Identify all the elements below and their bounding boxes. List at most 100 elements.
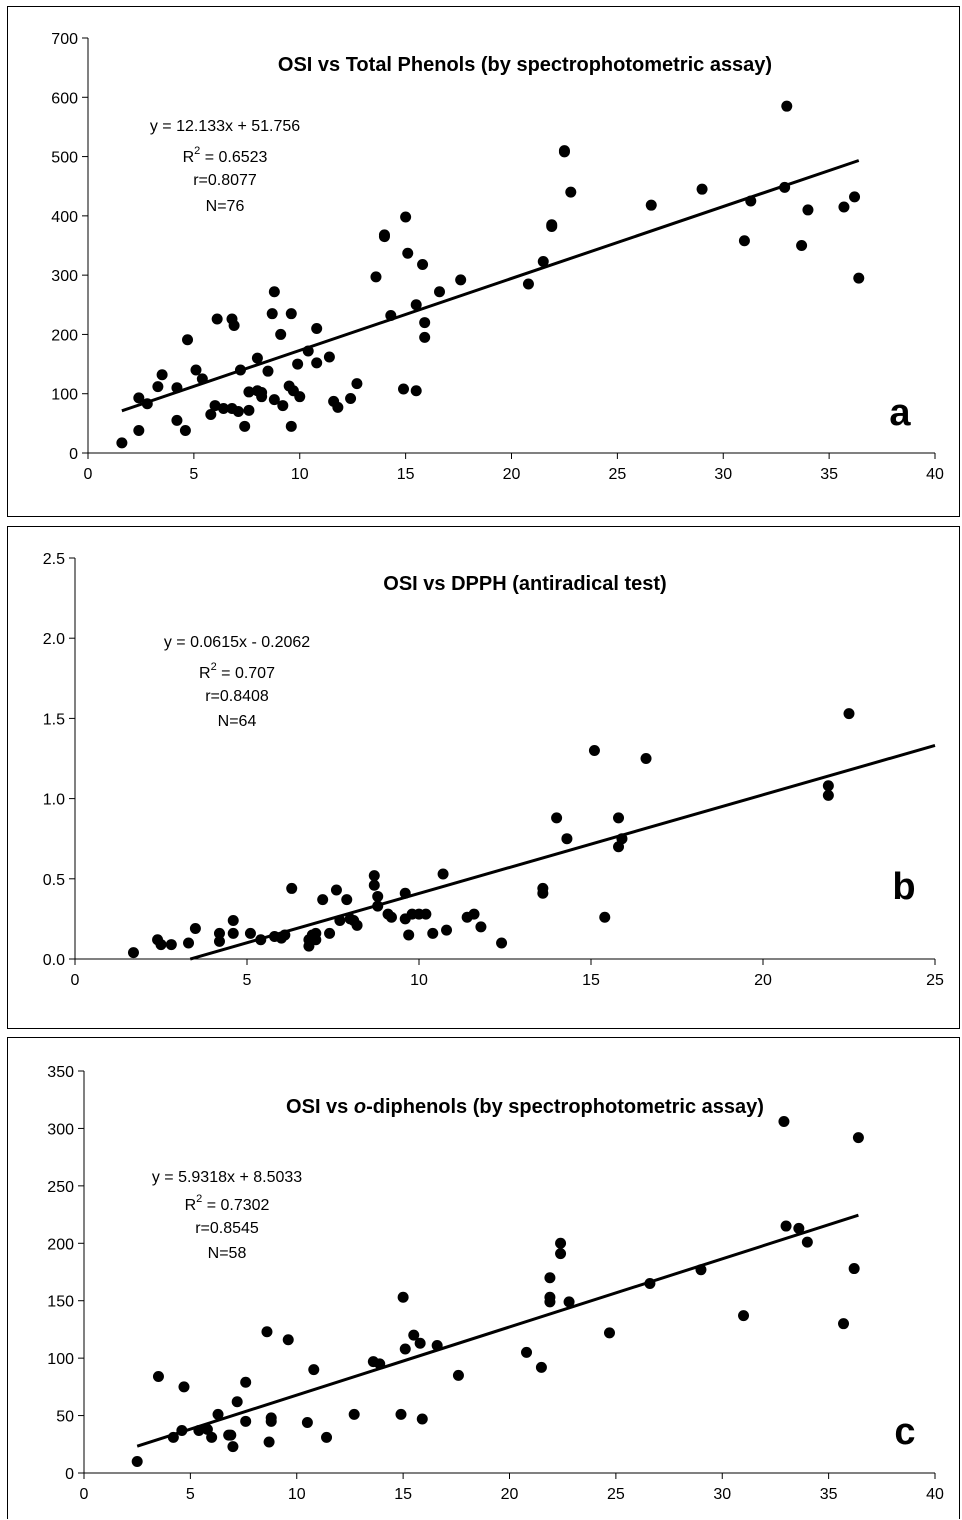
y-tick-label: 100	[47, 1351, 74, 1368]
data-point	[603, 1327, 615, 1339]
data-point	[351, 378, 363, 390]
data-point	[745, 195, 757, 207]
data-point	[256, 391, 268, 403]
data-point	[234, 364, 246, 376]
data-point	[303, 940, 315, 952]
data-point	[196, 373, 208, 385]
x-tick-label: 20	[503, 466, 521, 483]
data-point	[695, 1264, 707, 1276]
y-tick-label: 300	[47, 1121, 74, 1138]
data-point	[232, 406, 244, 417]
data-point	[324, 927, 336, 939]
data-point	[496, 937, 508, 949]
data-point	[645, 199, 657, 211]
data-point	[778, 1116, 790, 1128]
data-point	[613, 812, 625, 824]
y-tick-label: 500	[51, 150, 78, 167]
r-squared: R2 = 0.6523	[183, 145, 268, 166]
data-point	[263, 1436, 275, 1448]
data-point	[378, 231, 390, 243]
data-point	[852, 1132, 864, 1144]
data-point	[372, 890, 384, 902]
data-point	[441, 924, 453, 936]
data-point	[265, 1412, 277, 1424]
data-point	[301, 1416, 313, 1428]
data-point	[738, 235, 750, 247]
regression-equation: y = 12.133x + 51.756	[150, 118, 300, 135]
data-point	[209, 400, 221, 412]
chart-title: OSI vs o-diphenols (by spectrophotometri…	[286, 1096, 764, 1118]
data-point	[176, 1425, 188, 1437]
data-point	[251, 352, 263, 364]
r-squared-value: = 0.707	[217, 665, 275, 682]
sample-size: N=64	[218, 713, 257, 730]
data-point	[240, 1376, 252, 1388]
data-point	[240, 1415, 252, 1427]
data-point	[555, 1237, 567, 1249]
chart-title-part: OSI vs DPPH (antiradical test)	[383, 573, 666, 595]
data-point	[475, 921, 487, 933]
data-point	[116, 437, 128, 449]
data-point	[437, 868, 449, 880]
r-squared-value: = 0.7302	[202, 1197, 269, 1214]
y-tick-label: 0	[69, 446, 78, 463]
data-point	[227, 1441, 239, 1453]
data-point	[213, 935, 225, 947]
data-point	[537, 887, 549, 899]
data-point	[189, 923, 201, 935]
data-point	[822, 780, 834, 792]
data-point	[796, 240, 808, 251]
data-point	[286, 882, 298, 894]
data-point	[399, 887, 411, 899]
data-point	[279, 929, 291, 941]
data-point	[310, 934, 322, 946]
y-tick-label: 50	[56, 1409, 74, 1426]
x-tick-label: 25	[608, 466, 626, 483]
data-point	[599, 911, 611, 923]
data-point	[311, 357, 323, 369]
x-tick-label: 15	[582, 972, 600, 989]
x-tick-label: 20	[754, 972, 772, 989]
chart-title-part: -diphenols (by spectrophotometric assay)	[366, 1096, 764, 1118]
data-point	[351, 919, 363, 931]
data-point	[385, 309, 397, 321]
y-tick-label: 150	[47, 1294, 74, 1311]
x-tick-label: 30	[714, 466, 732, 483]
r-squared-superscript: 2	[194, 145, 200, 157]
data-point	[243, 386, 255, 398]
x-tick-label: 0	[71, 972, 80, 989]
data-point	[537, 256, 549, 268]
data-point	[275, 328, 287, 340]
x-tick-label: 15	[397, 466, 415, 483]
correlation-r: r=0.8077	[193, 172, 257, 189]
x-tick-label: 15	[394, 1486, 412, 1503]
y-tick-label: 200	[47, 1236, 74, 1253]
data-point	[398, 383, 410, 395]
y-tick-label: 350	[47, 1064, 74, 1081]
data-point	[616, 833, 628, 845]
data-point	[308, 1364, 320, 1376]
data-point	[544, 1272, 556, 1284]
data-point	[802, 204, 814, 216]
data-point	[330, 884, 342, 896]
data-point	[285, 420, 297, 432]
data-point	[294, 391, 306, 403]
data-point	[193, 1425, 205, 1437]
data-point	[227, 915, 239, 927]
x-tick-label: 10	[288, 1486, 306, 1503]
chart-panel-c: 0 50 100 150 200 250 300 350 0 5 10 15 20 25 30 35 40 OSI…	[7, 1037, 960, 1519]
data-point	[268, 286, 280, 298]
data-point	[838, 1318, 850, 1330]
data-point	[171, 382, 183, 394]
data-point	[212, 1408, 224, 1420]
data-point	[292, 358, 304, 370]
data-point	[321, 1431, 333, 1443]
data-point	[152, 1371, 164, 1383]
data-point	[546, 221, 558, 233]
data-point	[853, 272, 865, 284]
data-point	[141, 398, 153, 410]
data-point	[849, 191, 861, 203]
data-point	[178, 1381, 190, 1393]
data-point	[345, 392, 357, 404]
correlation-r: r=0.8545	[195, 1220, 259, 1237]
